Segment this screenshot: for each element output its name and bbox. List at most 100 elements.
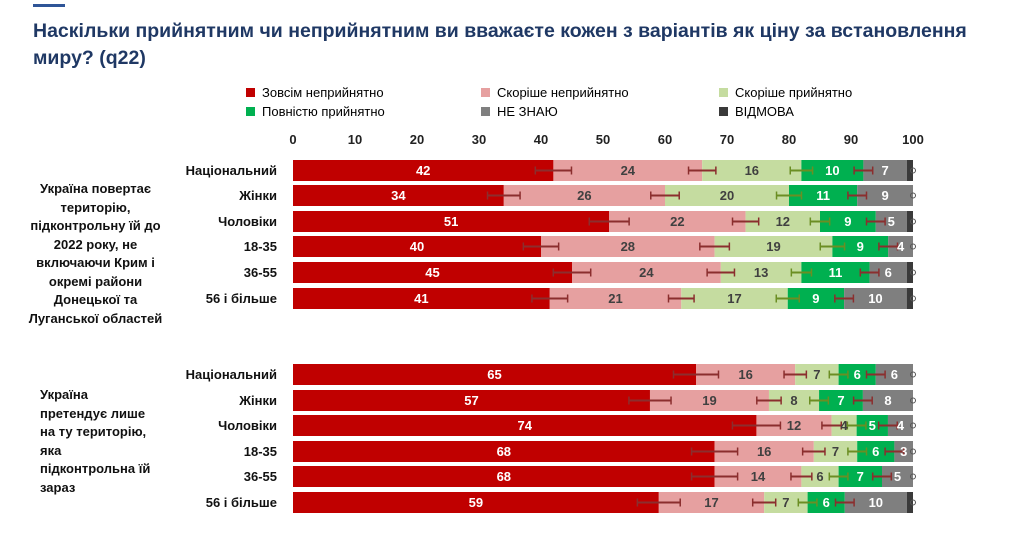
data-label: 42	[416, 163, 430, 178]
data-label: 10	[869, 495, 883, 510]
data-label: 57	[464, 393, 478, 408]
bar-segment	[293, 211, 610, 232]
bar-segment	[844, 288, 907, 309]
end-marker	[910, 243, 916, 250]
group-label-2: Україна претендує лише на ту територію, …	[40, 387, 151, 495]
x-tick-label: 40	[534, 132, 548, 147]
bar-segment	[887, 415, 913, 436]
legend-label: Скоріше неприйнятно	[497, 84, 629, 100]
end-marker	[910, 499, 916, 506]
x-tick-label: 60	[658, 132, 672, 147]
bar-segment	[801, 262, 870, 283]
data-label: 4	[897, 418, 905, 433]
bar-segment	[696, 364, 796, 385]
data-label: 10	[825, 163, 839, 178]
bar-segment	[756, 415, 832, 436]
data-label: 16	[745, 163, 759, 178]
legend-label: Скоріше прийнятно	[735, 84, 853, 100]
bar-segment	[801, 466, 839, 487]
data-label: 11	[829, 265, 843, 280]
row-label: Національний	[186, 367, 277, 382]
bar-segment	[906, 492, 913, 513]
data-label: 22	[670, 214, 684, 229]
end-marker	[910, 192, 916, 199]
data-label: 20	[720, 188, 734, 203]
legend-item: Повністю прийнятно	[246, 102, 385, 120]
data-label: 12	[787, 418, 801, 433]
data-label: 51	[444, 214, 458, 229]
data-label: 13	[754, 265, 768, 280]
data-label: 16	[757, 444, 771, 459]
data-label: 5	[894, 469, 901, 484]
data-label: 19	[766, 239, 780, 254]
bar-segment	[844, 492, 907, 513]
legend-swatch	[481, 106, 490, 116]
data-label: 9	[844, 214, 851, 229]
data-label: 6	[885, 265, 892, 280]
bar-segment	[714, 236, 833, 257]
bar-segment	[857, 441, 895, 462]
bar-segment	[293, 492, 659, 513]
bar-segment	[503, 185, 665, 206]
bar-segment	[801, 160, 864, 181]
legend-item: ВІДМОВА	[719, 102, 794, 120]
data-label: 5	[869, 418, 876, 433]
end-marker	[910, 269, 916, 276]
data-label: 26	[577, 188, 591, 203]
data-label: 12	[776, 214, 790, 229]
data-label: 11	[816, 188, 830, 203]
data-label: 28	[621, 239, 635, 254]
row-label: Чоловіки	[218, 214, 277, 229]
x-tick-label: 90	[844, 132, 858, 147]
x-tick-label: 50	[596, 132, 610, 147]
bar-segment	[807, 492, 845, 513]
data-label: 4	[897, 239, 905, 254]
x-tick-label: 30	[472, 132, 486, 147]
data-label: 4	[840, 418, 848, 433]
data-label: 17	[704, 495, 718, 510]
bar-segment	[541, 236, 715, 257]
legend-item: Зовсім неприйнятно	[246, 83, 384, 101]
data-label: 9	[857, 239, 864, 254]
bar-segment	[745, 211, 820, 232]
data-label: 19	[702, 393, 716, 408]
legend-item: НЕ ЗНАЮ	[481, 102, 558, 120]
data-label: 21	[608, 291, 622, 306]
row-label: Національний	[186, 163, 277, 178]
bar-segment	[906, 288, 913, 309]
bar-segment	[832, 236, 889, 257]
bar-segment	[875, 211, 907, 232]
legend-label: ВІДМОВА	[735, 103, 794, 119]
bar-segment	[856, 415, 888, 436]
bar-segment	[813, 441, 858, 462]
row-label: 36-55	[244, 469, 277, 484]
end-marker	[910, 371, 916, 378]
data-label: 34	[391, 188, 406, 203]
bar-segment	[838, 466, 882, 487]
data-label: 40	[410, 239, 424, 254]
data-label: 68	[497, 444, 511, 459]
bar-segment	[293, 262, 572, 283]
bar-segment	[714, 441, 814, 462]
bar-segment	[838, 364, 876, 385]
legend-label: НЕ ЗНАЮ	[497, 103, 558, 119]
data-label: 6	[854, 367, 861, 382]
data-label: 68	[497, 469, 511, 484]
data-label: 14	[751, 469, 766, 484]
data-label: 7	[881, 163, 888, 178]
bar-segment	[649, 390, 769, 411]
bar-segment	[293, 441, 715, 462]
row-label: Жінки	[238, 188, 277, 203]
row-label: 56 і більше	[206, 495, 277, 510]
end-marker	[910, 218, 916, 225]
bar-segment	[768, 390, 820, 411]
bar-segment	[857, 185, 913, 206]
bar-segment	[764, 492, 808, 513]
legend-item: Скоріше неприйнятно	[481, 83, 629, 101]
data-label: 5	[888, 214, 895, 229]
bar-segment	[665, 185, 789, 206]
group-label-1: Україна повертає територію, підконтрольн…	[28, 181, 163, 326]
bar-segment	[293, 466, 715, 487]
end-marker	[910, 397, 916, 404]
x-tick-label: 0	[289, 132, 296, 147]
